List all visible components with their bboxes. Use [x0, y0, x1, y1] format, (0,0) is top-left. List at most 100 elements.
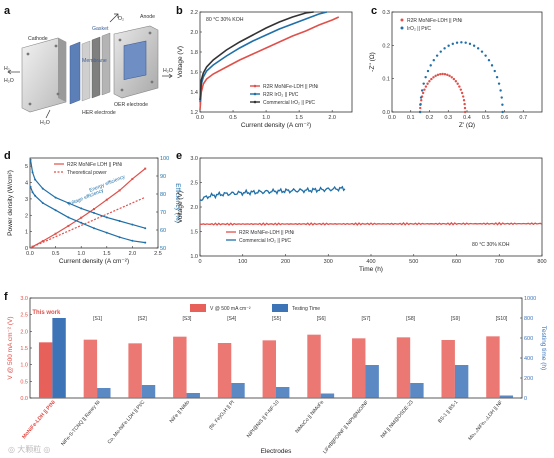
c-point-1-29 — [501, 103, 504, 106]
d-legend-label-0: R2R MoNiFe LDH || PtNi — [67, 162, 122, 168]
c-point-0-21 — [454, 80, 458, 83]
e-legend-label-1: Commercial IrO₂ || Pt/C — [239, 238, 291, 244]
d-ylabel: Power density (W/cm²) — [7, 170, 14, 236]
d-xtick-label-0: 0.0 — [26, 251, 34, 257]
c-point-1-15 — [460, 41, 463, 44]
c-xlabel: Z' (Ω) — [459, 122, 475, 129]
f-bar-voltage-1 — [83, 339, 98, 398]
c-xtick-label-7: 0.7 — [519, 115, 527, 121]
c-point-1-0 — [418, 110, 422, 114]
d-point-0-9 — [144, 167, 147, 170]
d-series-line-2 — [29, 159, 146, 229]
f-bar-time-0 — [52, 318, 66, 398]
label-membrane: Membrane — [82, 58, 107, 64]
c-point-0-6 — [423, 88, 426, 91]
c-point-1-5 — [424, 75, 427, 79]
watermark: ◎ 大颗粒 ◎ — [8, 444, 50, 454]
d-point-0-7 — [118, 189, 121, 192]
d-point-2-11 — [144, 227, 147, 230]
d-point-0-0 — [31, 245, 34, 248]
d-ytick-label-5: 5 — [25, 164, 28, 170]
f-bar-time-4 — [231, 383, 245, 398]
f-bar-voltage-9 — [441, 340, 455, 398]
f-category-label-7: LiFeB||POINF || NiPt@NiO/NF — [322, 399, 370, 455]
f-category-label-0: MoNiFe-LDH || PtNi — [21, 399, 57, 440]
f-ytick-label-6: 3.0 — [20, 296, 28, 302]
f-ref-label-9: [S9] — [451, 316, 461, 322]
c-point-1-24 — [493, 69, 496, 73]
d-xtick-label-4: 2.0 — [129, 251, 137, 257]
chart-c-nyquist: 0.0 0.1 0.2 0.3 0.4 0.5 0.6 0.7 0.0 0.1 0.2 0.3 Z' (… — [369, 10, 543, 129]
c-legend-marker-1 — [400, 26, 404, 30]
f-legend-swatch-0 — [190, 304, 206, 312]
chart-b-polarization: 0.0 0.5 1.0 1.5 2.0 1.2 1.4 1.6 1.8 2.0 2.2 Current… — [177, 10, 353, 129]
label-cathode: Cathode — [28, 36, 48, 42]
c-point-0-12 — [434, 74, 437, 78]
d-legend-label-1: Theoretical power — [67, 170, 107, 176]
d-y2label: Efficiency (%) — [174, 183, 181, 223]
c-ytick-label-1: 0.1 — [382, 77, 390, 83]
d-point-2-8 — [105, 216, 108, 219]
f-bar-voltage-4 — [217, 343, 232, 398]
label-h2o-right: H₂O — [163, 68, 173, 74]
e-xtick-label-0: 0 — [198, 259, 201, 265]
d-y2tick-label-4: 90 — [160, 174, 166, 180]
e-ylabel: Voltage (V) — [177, 191, 184, 223]
f-bar-voltage-2 — [128, 343, 142, 398]
label-oer-electrode: OER electrode — [114, 102, 148, 108]
c-xtick-label-5: 0.5 — [482, 115, 490, 121]
c-ytick-label-0: 0.0 — [382, 110, 390, 116]
d-point-3-8 — [105, 231, 108, 234]
f-bar-voltage-5 — [262, 340, 276, 398]
c-point-1-10 — [439, 50, 442, 53]
f-y2tick-label-0: 0 — [524, 396, 527, 402]
f-category-label-5: NiPt@NiS || P-NF-10 — [246, 399, 281, 439]
c-point-1-27 — [499, 89, 502, 92]
e-xtick-label-5: 500 — [409, 259, 418, 265]
e-xtick-label-4: 400 — [366, 259, 375, 265]
d-point-3-9 — [118, 236, 121, 239]
d-point-0-4 — [80, 216, 83, 219]
c-point-0-7 — [424, 85, 428, 88]
f-y2label: Testing time (h) — [540, 326, 547, 370]
d-xtick-label-1: 0.5 — [52, 251, 60, 257]
f-legend-label-0: V @ 500 mA cm⁻² — [210, 306, 251, 312]
e-legend-label-0: R2R MoNiFe-LDH || PtNi — [239, 230, 294, 236]
d-y2tick-label-3: 80 — [160, 192, 166, 198]
f-ref-label-5: [S5] — [272, 316, 282, 322]
f-ref-label-2: [S2] — [138, 316, 148, 322]
b-ytick-label-0: 1.2 — [190, 110, 198, 116]
d-y2tick-label-2: 70 — [160, 210, 166, 216]
c-legend-label-0: R2R MoNiFe-LDH || PtNi — [407, 18, 462, 24]
f-category-label-1: NiFe-S-TCNQ || Raney Ni — [60, 399, 101, 447]
d-point-3-7 — [93, 227, 95, 230]
c-point-1-3 — [420, 89, 424, 92]
b-ylabel: Voltage (V) — [177, 46, 184, 78]
c-xtick-label-4: 0.4 — [463, 115, 471, 121]
her-electrode-shape — [81, 40, 91, 102]
chart-f-comparison-bars: 0.0 0.5 1.0 1.5 2.0 2.5 3.0 0 200 400 600 800 1000 V … — [7, 296, 547, 455]
c-point-0-27 — [462, 99, 466, 102]
b-xtick-label-1: 0.5 — [229, 115, 237, 121]
d-point-2-0 — [29, 158, 32, 161]
d-ytick-label-1: 1 — [25, 230, 28, 236]
d-point-3-6 — [80, 221, 83, 224]
c-xtick-label-2: 0.2 — [426, 115, 434, 121]
e-xlabel: Time (h) — [359, 266, 383, 273]
label-h2: H₂ — [4, 66, 10, 72]
c-point-1-16 — [464, 41, 467, 44]
f-ytick-label-2: 1.0 — [20, 363, 28, 369]
c-point-0-26 — [461, 95, 465, 98]
f-bar-voltage-3 — [173, 336, 187, 398]
f-ref-label-4: [S4] — [227, 316, 237, 322]
f-bar-time-5 — [276, 387, 290, 398]
c-point-0-23 — [458, 85, 461, 88]
c-point-1-18 — [472, 44, 476, 47]
c-point-1-17 — [468, 42, 472, 46]
d-point-0-1 — [41, 240, 44, 243]
f-bar-time-2 — [141, 385, 156, 398]
b-legend-marker-2 — [253, 100, 257, 104]
cathode-plate-side — [58, 38, 66, 102]
c-point-1-11 — [443, 47, 446, 50]
